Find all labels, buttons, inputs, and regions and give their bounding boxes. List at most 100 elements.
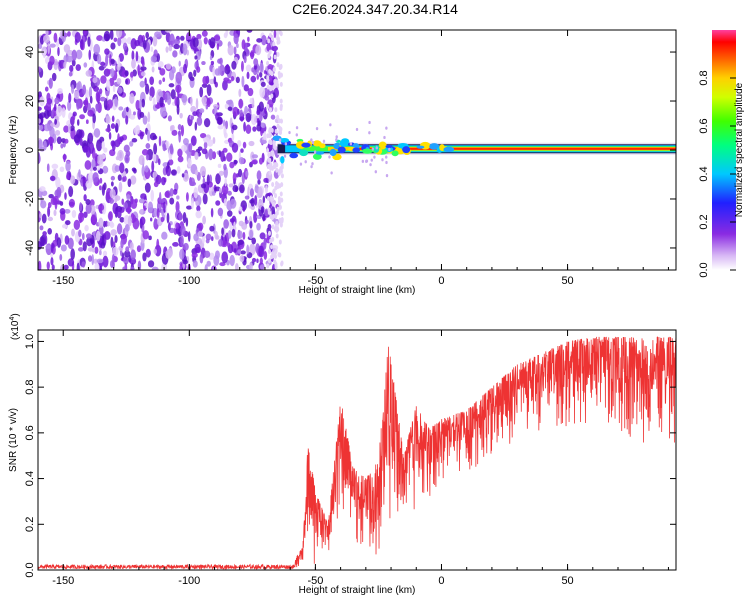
noise-speckle: [118, 52, 124, 62]
noise-edge-speckle: [270, 30, 274, 33]
noise-speckle: [76, 98, 81, 110]
noise-speckle: [256, 258, 259, 264]
noise-speckle: [267, 63, 274, 71]
noise-speckle: [111, 140, 116, 152]
noise-edge-speckle: [275, 167, 279, 173]
noise-speckle: [263, 177, 269, 183]
noise-edge-speckle: [276, 52, 280, 58]
noise-speckle: [145, 31, 150, 39]
noise-speckle: [121, 198, 125, 205]
noise-edge-speckle: [267, 152, 271, 158]
signal-blob: [352, 147, 360, 153]
noise-speckle: [103, 231, 111, 240]
noise-speckle: [259, 86, 266, 98]
noise-speckle: [91, 158, 96, 168]
signal-blob: [289, 152, 299, 159]
noise-speckle: [138, 98, 142, 110]
noise-speckle: [63, 61, 67, 69]
noise-speckle: [190, 135, 197, 146]
noise-speckle: [203, 117, 211, 128]
noise-speckle: [119, 162, 125, 174]
noise-speckle: [178, 60, 181, 67]
noise-speckle: [56, 136, 62, 145]
noise-speckle: [138, 155, 145, 166]
noise-speckle: [175, 222, 180, 230]
noise-edge-speckle: [269, 214, 273, 220]
noise-speckle: [193, 233, 199, 242]
spectrogram-y-tick-label: 0: [24, 147, 36, 153]
signal-blob: [340, 138, 350, 145]
noise-speckle: [86, 236, 93, 247]
noise-speckle: [126, 106, 129, 113]
noise-speckle: [190, 115, 195, 120]
signal-scatter: [299, 162, 303, 166]
spectrogram-plot-area: [38, 30, 676, 270]
noise-edge-speckle: [274, 264, 278, 270]
colorbar-label: Normalized spectral amplitude: [734, 82, 745, 217]
noise-speckle: [59, 208, 66, 215]
noise-speckle: [201, 61, 206, 66]
noise-speckle: [221, 227, 224, 236]
noise-speckle: [48, 194, 54, 199]
signal-scatter: [365, 159, 368, 163]
noise-speckle: [78, 229, 82, 238]
noise-speckle: [147, 129, 151, 142]
noise-speckle: [215, 200, 221, 206]
noise-speckle: [216, 42, 220, 51]
noise-speckle: [203, 37, 208, 45]
noise-speckle: [216, 116, 223, 125]
noise-speckle: [61, 107, 66, 118]
noise-speckle: [183, 63, 188, 74]
spectrogram-y-tick-label: 40: [24, 46, 36, 58]
noise-speckle: [117, 86, 123, 94]
noise-speckle: [239, 184, 245, 194]
noise-speckle: [180, 35, 185, 41]
noise-edge-speckle: [271, 85, 275, 91]
noise-speckle: [109, 197, 115, 204]
noise-speckle: [199, 108, 205, 114]
noise-speckle: [261, 34, 267, 46]
noise-speckle: [79, 38, 84, 50]
noise-speckle: [158, 135, 162, 147]
noise-speckle: [63, 264, 69, 270]
spectrogram-x-tick-label: -100: [178, 275, 200, 287]
noise-speckle: [235, 76, 240, 84]
noise-speckle: [88, 49, 92, 60]
noise-speckle: [76, 119, 80, 126]
noise-speckle: [218, 238, 224, 247]
noise-speckle: [251, 237, 257, 245]
noise-speckle: [181, 94, 188, 103]
noise-speckle: [130, 249, 136, 261]
noise-speckle: [239, 255, 245, 263]
noise-speckle: [83, 30, 87, 36]
noise-speckle: [237, 249, 242, 254]
noise-speckle: [125, 246, 130, 253]
noise-speckle: [243, 121, 246, 132]
noise-speckle: [82, 241, 87, 252]
noise-speckle: [235, 263, 239, 270]
noise-speckle: [50, 257, 54, 266]
noise-speckle: [159, 68, 166, 76]
noise-speckle: [110, 181, 114, 187]
noise-speckle: [71, 49, 77, 61]
noise-speckle: [264, 95, 270, 101]
noise-speckle: [179, 248, 185, 260]
noise-speckle: [139, 216, 146, 226]
noise-speckle: [242, 141, 247, 149]
noise-speckle: [81, 232, 85, 241]
noise-speckle: [98, 217, 104, 228]
spectrogram-y-tick-label: 20: [24, 95, 36, 107]
noise-speckle: [125, 115, 129, 125]
noise-speckle: [41, 46, 48, 56]
noise-speckle: [75, 64, 81, 72]
noise-speckle: [64, 235, 70, 245]
noise-speckle: [149, 76, 155, 85]
noise-speckle: [256, 73, 259, 80]
signal-scatter: [283, 154, 287, 158]
noise-speckle: [67, 123, 71, 134]
noise-speckle: [235, 173, 240, 178]
noise-speckle: [110, 58, 115, 65]
noise-speckle: [99, 96, 106, 102]
noise-speckle: [168, 69, 175, 81]
noise-speckle: [52, 195, 59, 205]
